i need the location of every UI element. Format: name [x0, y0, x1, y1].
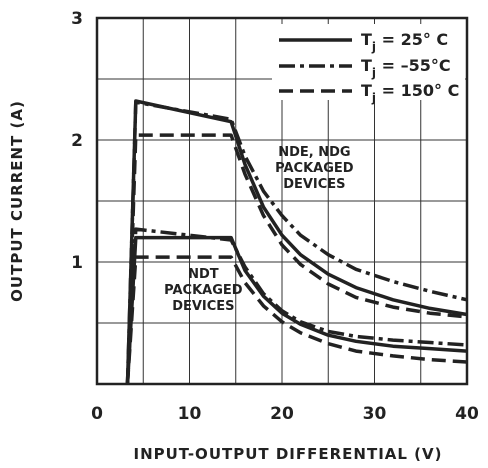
x-tick-label: 30 — [363, 404, 387, 424]
annotation-label: NDT PACKAGED DEVICES — [164, 267, 243, 314]
annotation-label: NDE, NDG PACKAGED DEVICES — [275, 145, 354, 192]
series-line-nde-ndg-solid — [125, 99, 468, 385]
legend-label: Tj = –55°C — [361, 56, 451, 80]
tick-labels: 0102030400123 — [71, 9, 479, 424]
series-line-nde-ndg-dashed — [125, 133, 468, 385]
y-axis-title: OUTPUT CURRENT (A) — [8, 100, 26, 302]
plot-frame — [95, 16, 469, 386]
x-tick-label: 20 — [270, 404, 294, 424]
x-tick-label: 40 — [455, 404, 479, 424]
series-line-ndt-dashed — [125, 255, 468, 385]
legend-label: Tj = 25° C — [361, 30, 448, 54]
y-tick-label: 1 — [71, 253, 83, 273]
legend-label: Tj = 150° C — [361, 81, 459, 105]
legend-background — [272, 24, 465, 100]
annotations: NDE, NDG PACKAGED DEVICES NDT PACKAGED DEVICE… — [164, 145, 354, 314]
y-tick-label: 2 — [71, 131, 83, 151]
x-axis-title: INPUT-OUTPUT DIFFERENTIAL (V) — [134, 445, 443, 463]
x-tick-label: 0 — [91, 404, 103, 424]
x-tick-label: 10 — [178, 404, 202, 424]
series-line-ndt-dashdot — [125, 227, 468, 385]
y-tick-label: 3 — [71, 9, 83, 29]
series-line-nde-ndg-dashdot — [125, 100, 468, 385]
legend: Tj = 25° CTj = –55°CTj = 150° C — [279, 30, 459, 105]
curves — [125, 99, 468, 385]
